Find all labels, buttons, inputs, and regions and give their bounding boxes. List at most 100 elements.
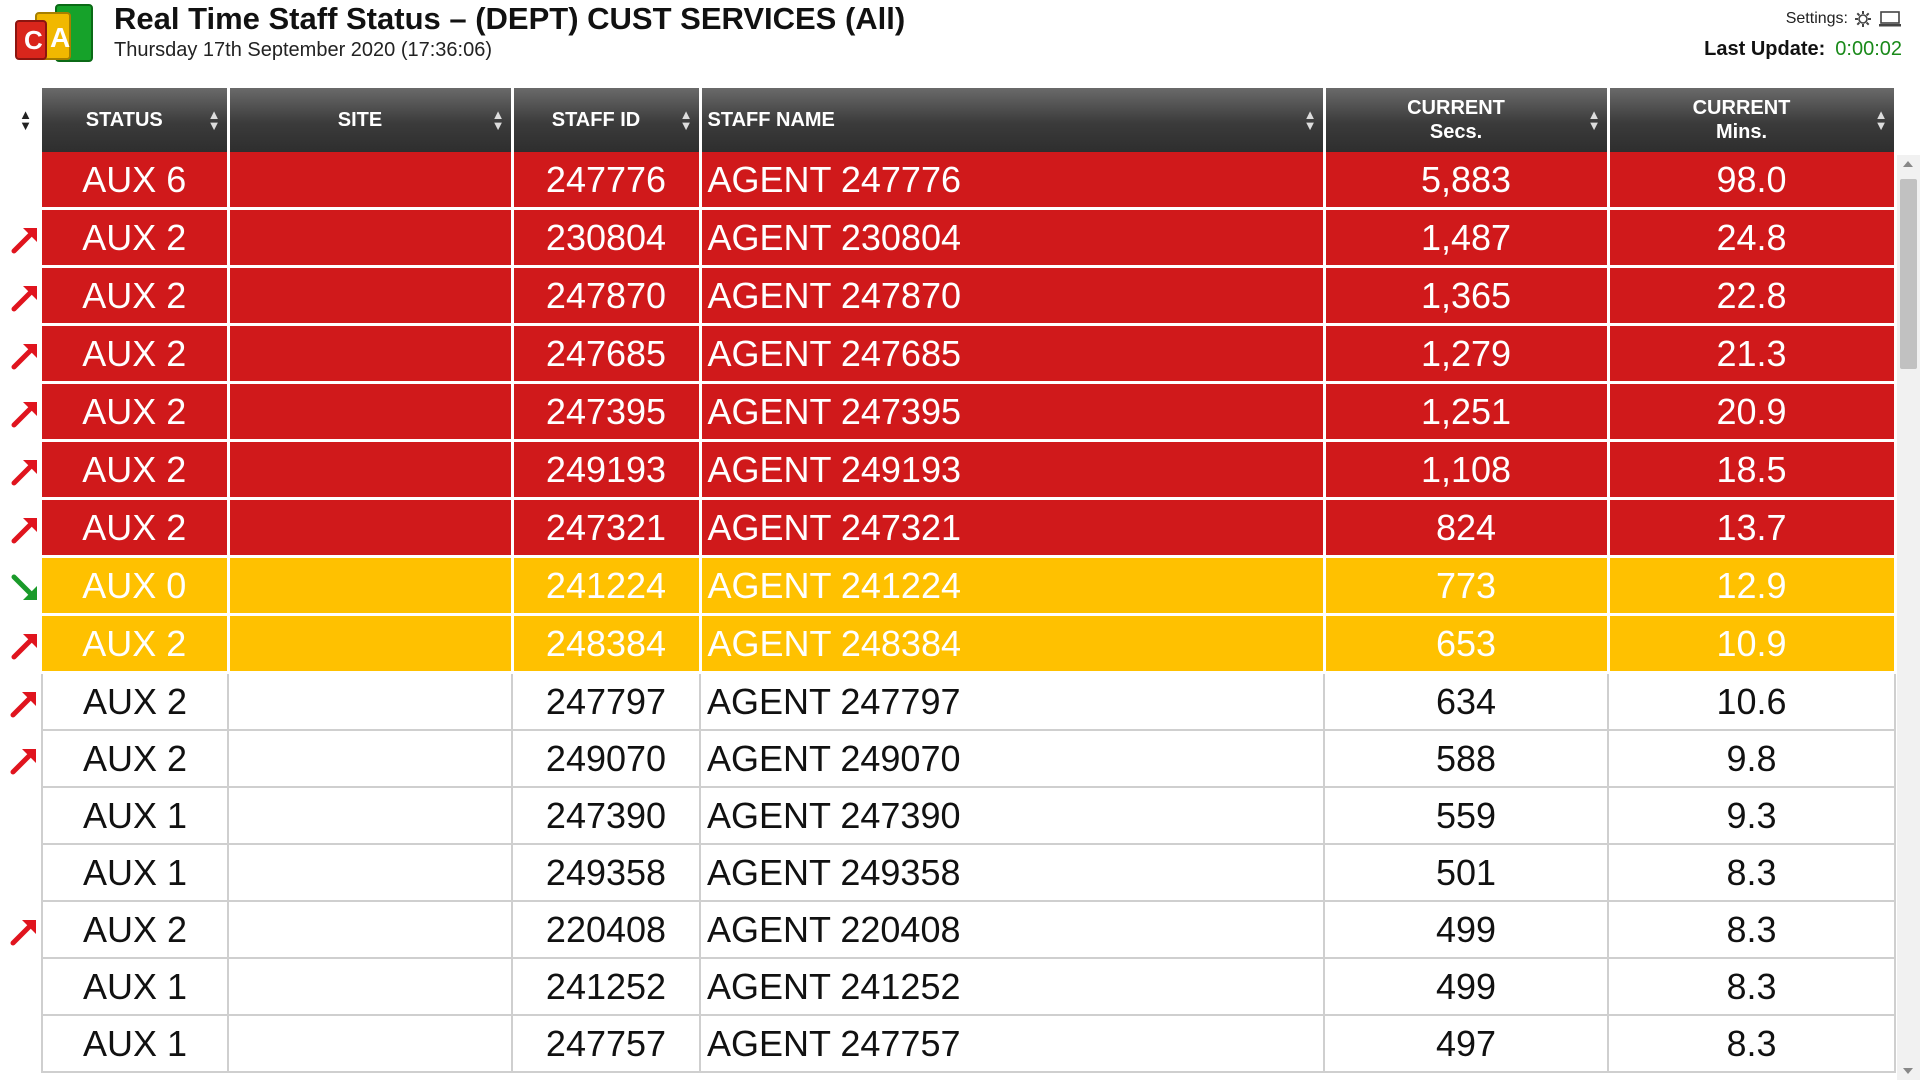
trend-cell bbox=[0, 614, 42, 673]
staff-name-cell: AGENT 249193 bbox=[700, 440, 1326, 500]
table-row[interactable]: AUX 2 247685 AGENT 247685 1,279 21.3 bbox=[0, 324, 1897, 384]
staff-name-cell: AGENT 247797 bbox=[700, 672, 1325, 731]
current-secs-cell: 499 bbox=[1324, 901, 1609, 959]
current-mins-cell: 22.8 bbox=[1608, 266, 1897, 326]
column-header-current-secs[interactable]: CURRENT Secs. ▲ ▼ bbox=[1324, 88, 1610, 152]
table-row[interactable]: AUX 1 247390 AGENT 247390 559 9.3 bbox=[0, 787, 1896, 845]
trend-up-arrow-icon bbox=[11, 343, 37, 370]
table-row[interactable]: AUX 1 247757 AGENT 247757 497 8.3 bbox=[0, 1015, 1896, 1073]
staff-name-cell: AGENT 247776 bbox=[700, 152, 1326, 210]
staff-id-cell: 247870 bbox=[512, 266, 702, 326]
trend-cell bbox=[0, 1015, 42, 1072]
staff-id-cell: 241224 bbox=[512, 556, 702, 616]
trend-cell bbox=[0, 901, 42, 958]
settings-label: Settings: bbox=[1785, 10, 1848, 27]
table-row[interactable]: AUX 2 247870 AGENT 247870 1,365 22.8 bbox=[0, 266, 1897, 326]
table-row[interactable]: AUX 1 241252 AGENT 241252 499 8.3 bbox=[0, 958, 1896, 1016]
trend-cell bbox=[0, 844, 42, 901]
table-row[interactable]: AUX 2 248384 AGENT 248384 653 10.9 bbox=[0, 614, 1897, 674]
site-cell bbox=[228, 787, 513, 845]
staff-status-table: ▲ ▼ STATUS ▲ ▼ SITE ▲ ▼ STAFF ID ▲ ▼ STAFF NAME… bbox=[0, 88, 1920, 1080]
sort-arrows-icon: ▲ ▼ bbox=[207, 107, 221, 133]
sort-arrows-icon: ▲ ▼ bbox=[1874, 107, 1888, 133]
table-row[interactable]: AUX 2 247797 AGENT 247797 634 10.6 bbox=[0, 672, 1896, 731]
trend-cell bbox=[0, 208, 42, 267]
current-secs-cell: 501 bbox=[1324, 844, 1609, 902]
table-row[interactable]: AUX 1 249358 AGENT 249358 501 8.3 bbox=[0, 844, 1896, 902]
last-update-label: Last Update: bbox=[1704, 38, 1826, 60]
staff-id-cell: 247685 bbox=[512, 324, 702, 384]
status-cell: AUX 1 bbox=[41, 1015, 229, 1073]
staff-name-cell: AGENT 230804 bbox=[700, 208, 1326, 268]
table-row[interactable]: AUX 6 247776 AGENT 247776 5,883 98.0 bbox=[0, 152, 1897, 210]
current-secs-cell: 1,279 bbox=[1324, 324, 1610, 384]
gear-icon[interactable] bbox=[1854, 10, 1872, 28]
status-cell: AUX 2 bbox=[41, 672, 229, 731]
current-mins-cell: 13.7 bbox=[1608, 498, 1897, 558]
table-row[interactable]: AUX 2 247395 AGENT 247395 1,251 20.9 bbox=[0, 382, 1897, 442]
column-header-staff-id[interactable]: STAFF ID ▲ ▼ bbox=[512, 88, 702, 152]
table-row[interactable]: AUX 0 241224 AGENT 241224 773 12.9 bbox=[0, 556, 1897, 616]
trend-column-header[interactable]: ▲ ▼ bbox=[0, 88, 42, 152]
site-cell bbox=[228, 324, 514, 384]
cca-logo-icon: C A bbox=[12, 3, 94, 63]
column-header-current-mins[interactable]: CURRENT Mins. ▲ ▼ bbox=[1608, 88, 1897, 152]
status-cell: AUX 2 bbox=[41, 901, 229, 959]
table-row[interactable]: AUX 2 247321 AGENT 247321 824 13.7 bbox=[0, 498, 1897, 558]
sort-arrows-icon: ▲ ▼ bbox=[491, 107, 505, 133]
staff-name-cell: AGENT 247390 bbox=[700, 787, 1325, 845]
vertical-scrollbar[interactable] bbox=[1897, 155, 1920, 1080]
staff-name-cell: AGENT 247685 bbox=[700, 324, 1326, 384]
svg-text:C: C bbox=[24, 25, 43, 55]
svg-text:A: A bbox=[50, 22, 70, 53]
current-secs-cell: 634 bbox=[1324, 672, 1609, 731]
current-secs-cell: 497 bbox=[1324, 1015, 1609, 1073]
site-cell bbox=[228, 901, 513, 959]
current-mins-cell: 8.3 bbox=[1608, 1015, 1896, 1073]
current-mins-cell: 8.3 bbox=[1608, 958, 1896, 1016]
status-cell: AUX 2 bbox=[42, 440, 230, 500]
staff-id-cell: 247797 bbox=[512, 672, 701, 731]
trend-cell bbox=[0, 440, 42, 499]
site-cell bbox=[228, 1015, 513, 1073]
staff-name-cell: AGENT 247757 bbox=[700, 1015, 1325, 1073]
scrollbar-thumb[interactable] bbox=[1900, 179, 1917, 369]
current-secs-cell: 5,883 bbox=[1324, 152, 1610, 210]
current-secs-cell: 1,108 bbox=[1324, 440, 1610, 500]
table-row[interactable]: AUX 2 230804 AGENT 230804 1,487 24.8 bbox=[0, 208, 1897, 268]
trend-cell bbox=[0, 556, 42, 615]
current-mins-cell: 10.6 bbox=[1608, 672, 1896, 731]
monitor-icon[interactable] bbox=[1878, 10, 1902, 28]
site-cell bbox=[228, 152, 514, 210]
trend-down-arrow-icon bbox=[11, 574, 37, 600]
table-row[interactable]: AUX 2 220408 AGENT 220408 499 8.3 bbox=[0, 901, 1896, 959]
site-cell bbox=[228, 958, 513, 1016]
column-header-site[interactable]: SITE ▲ ▼ bbox=[228, 88, 514, 152]
current-secs-cell: 1,365 bbox=[1324, 266, 1610, 326]
staff-id-cell: 247395 bbox=[512, 382, 702, 442]
staff-name-cell: AGENT 241252 bbox=[700, 958, 1325, 1016]
trend-cell bbox=[0, 730, 42, 787]
trend-up-arrow-icon bbox=[10, 691, 36, 718]
current-mins-cell: 24.8 bbox=[1608, 208, 1897, 268]
settings-bar: Settings: bbox=[1786, 10, 1902, 28]
table-row[interactable]: AUX 2 249193 AGENT 249193 1,108 18.5 bbox=[0, 440, 1897, 500]
trend-cell bbox=[0, 324, 42, 383]
status-cell: AUX 2 bbox=[42, 208, 230, 268]
status-cell: AUX 1 bbox=[41, 844, 229, 902]
staff-id-cell: 247390 bbox=[512, 787, 701, 845]
last-update: Last Update: 0:00:02 bbox=[1704, 38, 1902, 61]
current-mins-cell: 9.3 bbox=[1608, 787, 1896, 845]
current-mins-cell: 20.9 bbox=[1608, 382, 1897, 442]
trend-up-arrow-icon bbox=[11, 517, 37, 544]
scroll-down-arrow-icon[interactable] bbox=[1903, 1068, 1913, 1074]
trend-cell bbox=[0, 958, 42, 1015]
status-cell: AUX 2 bbox=[42, 324, 230, 384]
column-header-staff-name[interactable]: STAFF NAME ▲ ▼ bbox=[700, 88, 1326, 152]
staff-id-cell: 241252 bbox=[512, 958, 701, 1016]
table-row[interactable]: AUX 2 249070 AGENT 249070 588 9.8 bbox=[0, 730, 1896, 788]
column-header-status[interactable]: STATUS ▲ ▼ bbox=[42, 88, 230, 152]
site-cell bbox=[228, 844, 513, 902]
sort-arrows-icon: ▲ ▼ bbox=[679, 107, 693, 133]
scroll-up-arrow-icon[interactable] bbox=[1903, 161, 1913, 167]
